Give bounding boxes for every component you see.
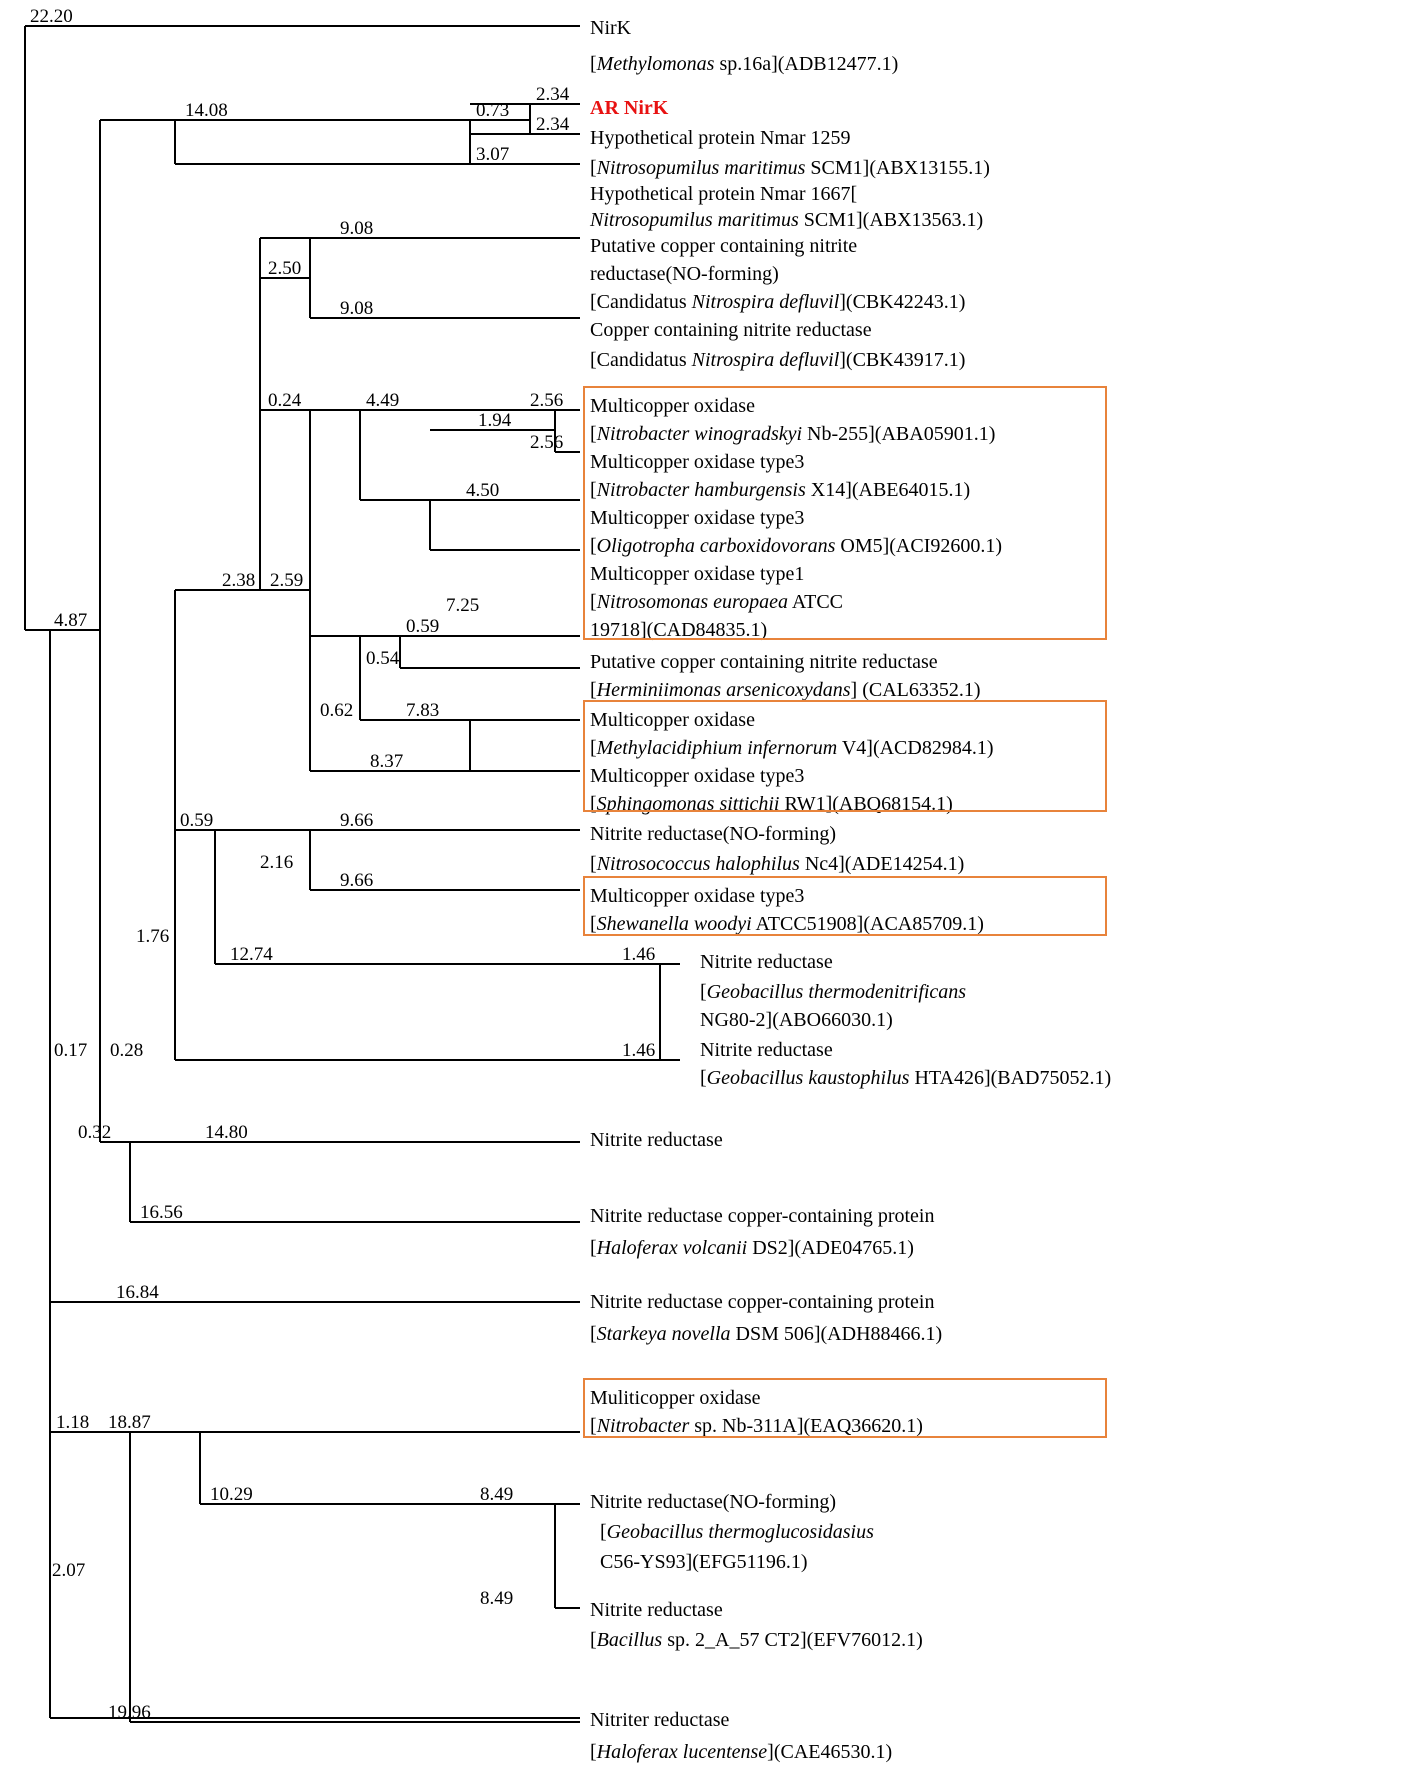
taxon-label: Nitrite reductase bbox=[700, 1038, 833, 1062]
branch-label: 14.80 bbox=[205, 1122, 248, 1144]
taxon-label: [Starkeya novella DSM 506](ADH88466.1) bbox=[590, 1322, 942, 1346]
taxon-label: Putative copper containing nitrite bbox=[590, 234, 857, 258]
branch-label: 2.34 bbox=[536, 84, 569, 106]
branch-label: 0.28 bbox=[110, 1040, 143, 1062]
highlight-box bbox=[583, 700, 1107, 812]
branch-label: 12.74 bbox=[230, 944, 273, 966]
taxon-label: reductase(NO-forming) bbox=[590, 262, 779, 286]
branch-label: 0.32 bbox=[78, 1122, 111, 1144]
branch-label: 0.24 bbox=[268, 390, 301, 412]
taxon-label: C56-YS93](EFG51196.1) bbox=[600, 1550, 808, 1574]
branch-label: 3.07 bbox=[476, 144, 509, 166]
taxon-label: Hypothetical protein Nmar 1259 bbox=[590, 126, 851, 150]
branch-label: 1.94 bbox=[478, 410, 511, 432]
taxon-label: NirK bbox=[590, 16, 631, 40]
branch-label: 0.59 bbox=[406, 616, 439, 638]
branch-label: 9.08 bbox=[340, 218, 373, 240]
branch-label: 2.56 bbox=[530, 390, 563, 412]
taxon-label: [Geobacillus kaustophilus HTA426](BAD750… bbox=[700, 1066, 1111, 1090]
branch-label: 1.18 bbox=[56, 1412, 89, 1434]
taxon-label: Nitrite reductase(NO-forming) bbox=[590, 822, 836, 846]
branch-label: 2.50 bbox=[268, 258, 301, 280]
taxon-label: Putative copper containing nitrite reduc… bbox=[590, 650, 938, 674]
taxon-label: [Haloferax lucentense](CAE46530.1) bbox=[590, 1740, 892, 1764]
branch-label: 22.20 bbox=[30, 6, 73, 28]
branch-label: 9.66 bbox=[340, 870, 373, 892]
branch-label: 0.59 bbox=[180, 810, 213, 832]
taxon-label: Nitriter reductase bbox=[590, 1708, 729, 1732]
taxon-label: [Methylomonas sp.16a](ADB12477.1) bbox=[590, 52, 898, 76]
highlight-box bbox=[583, 386, 1107, 640]
branch-label: 2.16 bbox=[260, 852, 293, 874]
branch-label: 18.87 bbox=[108, 1412, 151, 1434]
branch-label: 2.07 bbox=[52, 1560, 85, 1582]
branch-label: 8.49 bbox=[480, 1588, 513, 1610]
taxon-label: [Geobacillus thermoglucosidasius bbox=[600, 1520, 874, 1544]
branch-label: 0.73 bbox=[476, 100, 509, 122]
branch-label: 2.59 bbox=[270, 570, 303, 592]
branch-label: 4.87 bbox=[54, 610, 87, 632]
branch-label: 2.56 bbox=[530, 432, 563, 454]
taxon-label: [Candidatus Nitrospira defluvil](CBK4224… bbox=[590, 290, 965, 314]
branch-label: 16.84 bbox=[116, 1282, 159, 1304]
highlight-box bbox=[583, 876, 1107, 936]
taxon-label: Nitrite reductase bbox=[700, 950, 833, 974]
taxon-label: [Geobacillus thermodenitrificans bbox=[700, 980, 966, 1004]
branch-label: 1.46 bbox=[622, 1040, 655, 1062]
taxon-label: [Haloferax volcanii DS2](ADE04765.1) bbox=[590, 1236, 914, 1260]
branch-label: 14.08 bbox=[185, 100, 228, 122]
taxon-label: Copper containing nitrite reductase bbox=[590, 318, 872, 342]
taxon-label: Nitrite reductase(NO-forming) bbox=[590, 1490, 836, 1514]
branch-label: 2.34 bbox=[536, 114, 569, 136]
taxon-label: AR NirK bbox=[590, 96, 668, 120]
taxon-label: [Nitrosococcus halophilus Nc4](ADE14254.… bbox=[590, 852, 964, 876]
branch-label: 0.17 bbox=[54, 1040, 87, 1062]
taxon-label: [Herminiimonas arsenicoxydans] (CAL63352… bbox=[590, 678, 981, 702]
branch-label: 1.76 bbox=[136, 926, 169, 948]
branch-label: 0.62 bbox=[320, 700, 353, 722]
taxon-label: [Candidatus Nitrospira defluvil](CBK4391… bbox=[590, 348, 965, 372]
taxon-label: Nitrite reductase copper-containing prot… bbox=[590, 1204, 934, 1228]
taxon-label: Hypothetical protein Nmar 1667[ bbox=[590, 182, 857, 206]
branch-label: 2.38 bbox=[222, 570, 255, 592]
branch-label: 9.08 bbox=[340, 298, 373, 320]
taxon-label: Nitrite reductase bbox=[590, 1598, 723, 1622]
branch-label: 8.37 bbox=[370, 751, 403, 773]
branch-label: 9.66 bbox=[340, 810, 373, 832]
branch-label: 8.49 bbox=[480, 1484, 513, 1506]
branch-label: 4.50 bbox=[466, 480, 499, 502]
taxon-label: Nitrite reductase copper-containing prot… bbox=[590, 1290, 934, 1314]
branch-label: 7.25 bbox=[446, 595, 479, 617]
taxon-label: Nitrosopumilus maritimus SCM1](ABX13563.… bbox=[590, 208, 983, 232]
branch-label: 10.29 bbox=[210, 1484, 253, 1506]
taxon-label: [Bacillus sp. 2_A_57 CT2](EFV76012.1) bbox=[590, 1628, 923, 1652]
branch-label: 0.54 bbox=[366, 648, 399, 670]
highlight-box bbox=[583, 1378, 1107, 1438]
branch-label: 16.56 bbox=[140, 1202, 183, 1224]
branch-label: 4.49 bbox=[366, 390, 399, 412]
branch-label: 19.96 bbox=[108, 1702, 151, 1724]
branch-label: 1.46 bbox=[622, 944, 655, 966]
branch-label: 7.83 bbox=[406, 700, 439, 722]
taxon-label: NG80-2](ABO66030.1) bbox=[700, 1008, 893, 1032]
taxon-label: [Nitrosopumilus maritimus SCM1](ABX13155… bbox=[590, 156, 990, 180]
taxon-label: Nitrite reductase bbox=[590, 1128, 723, 1152]
